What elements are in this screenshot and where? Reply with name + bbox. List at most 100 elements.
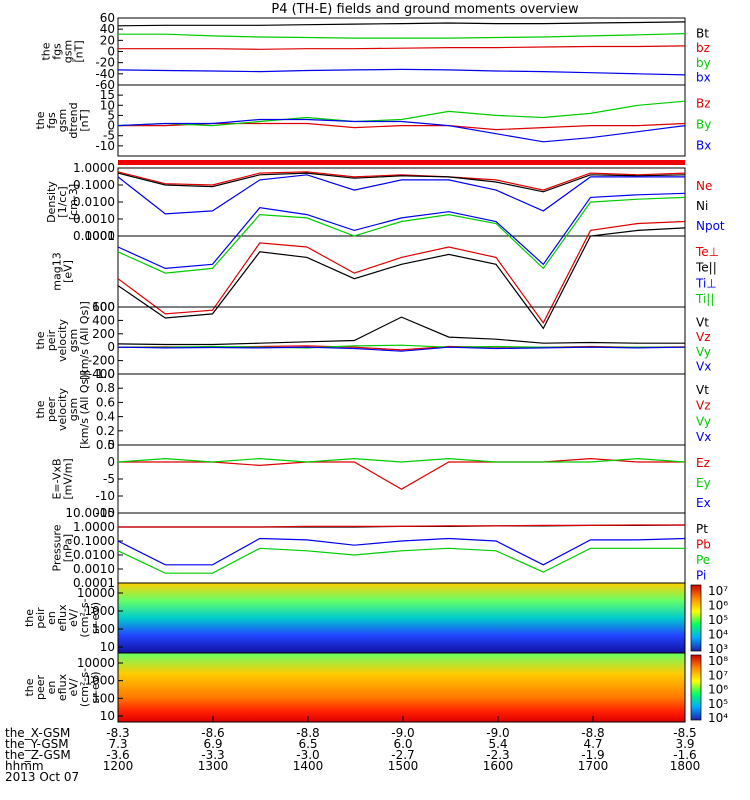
y-tick-label: 10000 [77, 586, 115, 600]
y-tick-label: 200 [92, 327, 115, 341]
y-tick-label: 0 [107, 455, 115, 469]
y-tick-label: -20 [95, 56, 115, 70]
panels-group: 6040200-20-40-60thefgsgsm[nT]Btbzbybx151… [23, 11, 728, 725]
panel-frame [117, 84, 686, 157]
legend-entry: Bx [696, 139, 711, 153]
x-tick-label: 7.3 [108, 737, 127, 751]
y-axis-label: the [34, 111, 47, 129]
y-tick-label: 1.0000 [73, 161, 115, 175]
date-label: 2013 Oct 07 [5, 770, 79, 784]
colorbar-tick-label: 10⁶ [708, 683, 728, 697]
y-axis-label: peer [34, 675, 47, 701]
x-tick-label: -1.6 [673, 748, 696, 762]
y-tick-label: 0.0100 [73, 195, 115, 209]
legend-entry: Npot [696, 219, 725, 233]
y-tick-label: 5 [107, 438, 115, 452]
y-axis-label: eV/ [67, 678, 80, 696]
y-axis-label: Density [45, 181, 58, 223]
series-line [117, 68, 686, 76]
y-tick-label: 0.8 [96, 381, 115, 395]
y-tick-label: 1.0 [96, 367, 115, 381]
y-axis-label: [eV] [62, 260, 75, 283]
series-line [117, 172, 686, 193]
x-tick-label: 1700 [578, 759, 609, 773]
x-tick-label: -8.6 [201, 726, 224, 740]
x-tick-label: 6.9 [203, 737, 222, 751]
y-axis-label: eflux [56, 673, 69, 701]
series-line [117, 227, 686, 330]
y-tick-label: 0.0001 [73, 576, 115, 590]
y-axis-label: eV/ [67, 609, 80, 627]
x-tick-label: -8.8 [581, 726, 604, 740]
colorbar-tick-label: 10³ [708, 642, 728, 656]
panel-frame [117, 652, 686, 723]
series-line [117, 174, 685, 215]
series-line [117, 457, 686, 463]
y-axis-label: peir [34, 607, 47, 629]
series-line [118, 122, 686, 131]
series-line [117, 346, 686, 352]
legend-entry: Ez [696, 456, 710, 470]
y-axis-label: the [40, 42, 53, 60]
legend-entry: By [696, 118, 711, 132]
series-line [117, 100, 686, 127]
x-tick-label: -1.9 [581, 748, 604, 762]
y-tick-label: 0.2 [96, 424, 115, 438]
x-tick-label: -8.3 [106, 726, 129, 740]
legend-entry: Vz [696, 330, 711, 344]
x-tick-label: 1800 [670, 759, 701, 773]
x-tick-label: -8.8 [296, 726, 319, 740]
y-tick-label: -15 [95, 506, 115, 520]
legend-entry: Ni [696, 199, 708, 213]
x-row-label: hhmm [5, 759, 44, 773]
legend-entry: Ti|| [695, 292, 714, 306]
series-line [117, 196, 686, 274]
x-tick-label: -2.7 [391, 748, 414, 762]
y-axis-label: velocity [56, 388, 69, 431]
colorbar-tick-label: 10⁴ [708, 628, 728, 642]
x-row-label: the_Z-GSM [5, 748, 71, 762]
y-tick-label: 10 [100, 640, 115, 654]
separator-band [118, 160, 685, 165]
series-line [117, 171, 686, 191]
x-tick-label: 1500 [388, 759, 419, 773]
y-tick-label: 15 [100, 88, 115, 102]
y-axis-label: gsm [56, 109, 69, 132]
y-tick-label: 5 [107, 108, 115, 122]
colorbar [690, 654, 702, 721]
x-row-label: the_X-GSM [5, 726, 70, 740]
legend-entry: Vx [696, 430, 711, 444]
y-tick-label: 0.6 [96, 395, 115, 409]
y-axis-label: eflux [56, 604, 69, 632]
y-axis-label: gsm [62, 40, 75, 63]
x-tick-label: -9.0 [391, 726, 414, 740]
y-axis-label: fgs [51, 43, 64, 60]
y-axis-label: en [45, 611, 58, 625]
series-line [117, 537, 686, 566]
y-axis-label: velocity [56, 319, 69, 362]
y-tick-label: 100 [92, 622, 115, 636]
y-tick-label: 0.0 [96, 438, 115, 452]
legend-entry: Ey [696, 476, 711, 490]
y-tick-label: 100 [92, 691, 115, 705]
y-tick-label: 0 [107, 119, 115, 133]
x-tick-label: 1300 [198, 759, 229, 773]
y-tick-label: 0 [107, 340, 115, 354]
series-line [118, 45, 686, 50]
legend-entry: Pb [696, 537, 711, 551]
legend-entry: Vt [696, 383, 709, 397]
legend-entry: Vx [696, 360, 711, 374]
x-tick-label: 5.4 [488, 737, 507, 751]
series-line [117, 192, 686, 270]
y-axis-label: [nT] [78, 109, 91, 131]
y-tick-label: 0.0001 [73, 229, 115, 243]
panel-frame [117, 17, 686, 86]
y-tick-label: -200 [88, 354, 115, 368]
y-axis-label: fgs [45, 112, 58, 129]
spectrogram [118, 583, 685, 653]
x-tick-label: 4.7 [583, 737, 602, 751]
y-tick-label: 10 [100, 709, 115, 723]
colorbar-tick-label: 10⁷ [708, 668, 728, 682]
y-tick-label: 0 [107, 45, 115, 59]
